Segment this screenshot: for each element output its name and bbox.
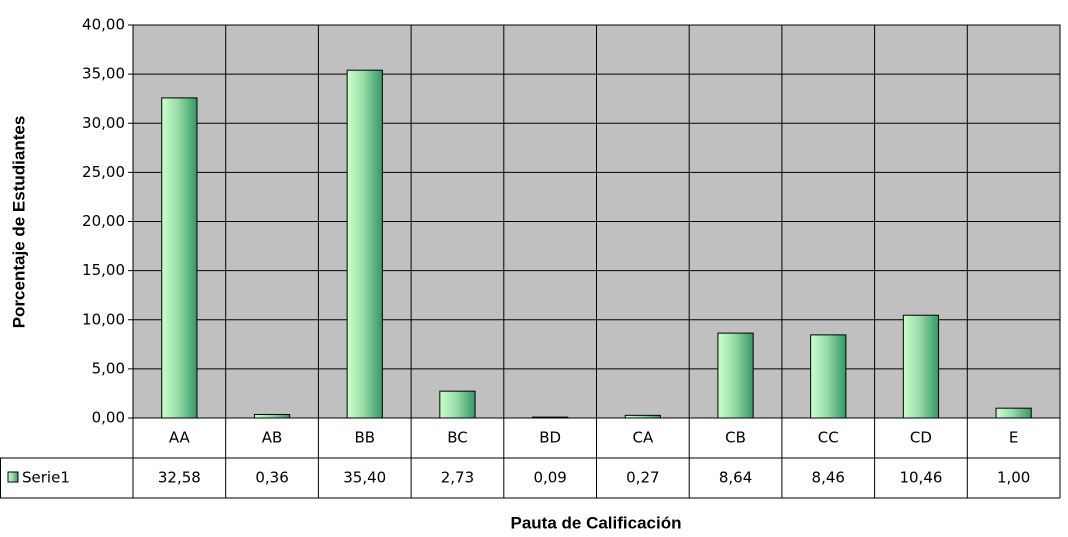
x-tick-label: AA [169,429,191,447]
bar [346,69,383,419]
x-tick-label: AB [262,429,283,447]
y-tick-label: 5,00 [92,359,125,377]
bar [810,334,847,419]
y-tick-label: 10,00 [82,310,125,328]
y-tick-label: 0,00 [92,409,125,427]
table-value: 10,46 [899,469,942,487]
table-value: 2,73 [441,469,474,487]
x-tick-label: CA [632,429,653,447]
table-value: 35,40 [343,469,386,487]
x-tick-label: CD [910,429,932,447]
y-tick-label: 35,00 [82,65,125,83]
x-axis-title: Pauta de Calificación [511,513,682,532]
x-tick-label: BD [539,429,561,447]
bar [717,332,754,419]
table-value: 8,46 [812,469,845,487]
x-tick-label: BC [447,429,468,447]
table-value: 8,64 [719,469,752,487]
table-value: 0,09 [533,469,566,487]
x-tick-label: CC [818,429,839,447]
y-tick-label: 30,00 [82,114,125,132]
x-tick-label: BB [354,429,375,447]
y-tick-label: 15,00 [82,261,125,279]
bar [995,407,1032,419]
legend-key [7,471,19,483]
bar [253,413,291,419]
y-tick-label: 40,00 [82,16,125,34]
x-tick-label: E [1009,429,1018,447]
table-value: 32,58 [158,469,201,487]
y-tick-label: 20,00 [82,212,125,230]
x-tick-label: CB [725,429,746,447]
bar [439,390,476,419]
bar [902,314,940,419]
y-axis-title: Porcentaje de Estudiantes [9,116,28,329]
table-value: 0,27 [626,469,659,487]
bar [161,97,198,419]
bar [532,416,569,419]
table-value: 0,36 [255,469,288,487]
table-value: 1,00 [997,469,1030,487]
legend-label: Serie1 [22,469,70,487]
y-tick-label: 25,00 [82,163,125,181]
bar [624,414,661,419]
